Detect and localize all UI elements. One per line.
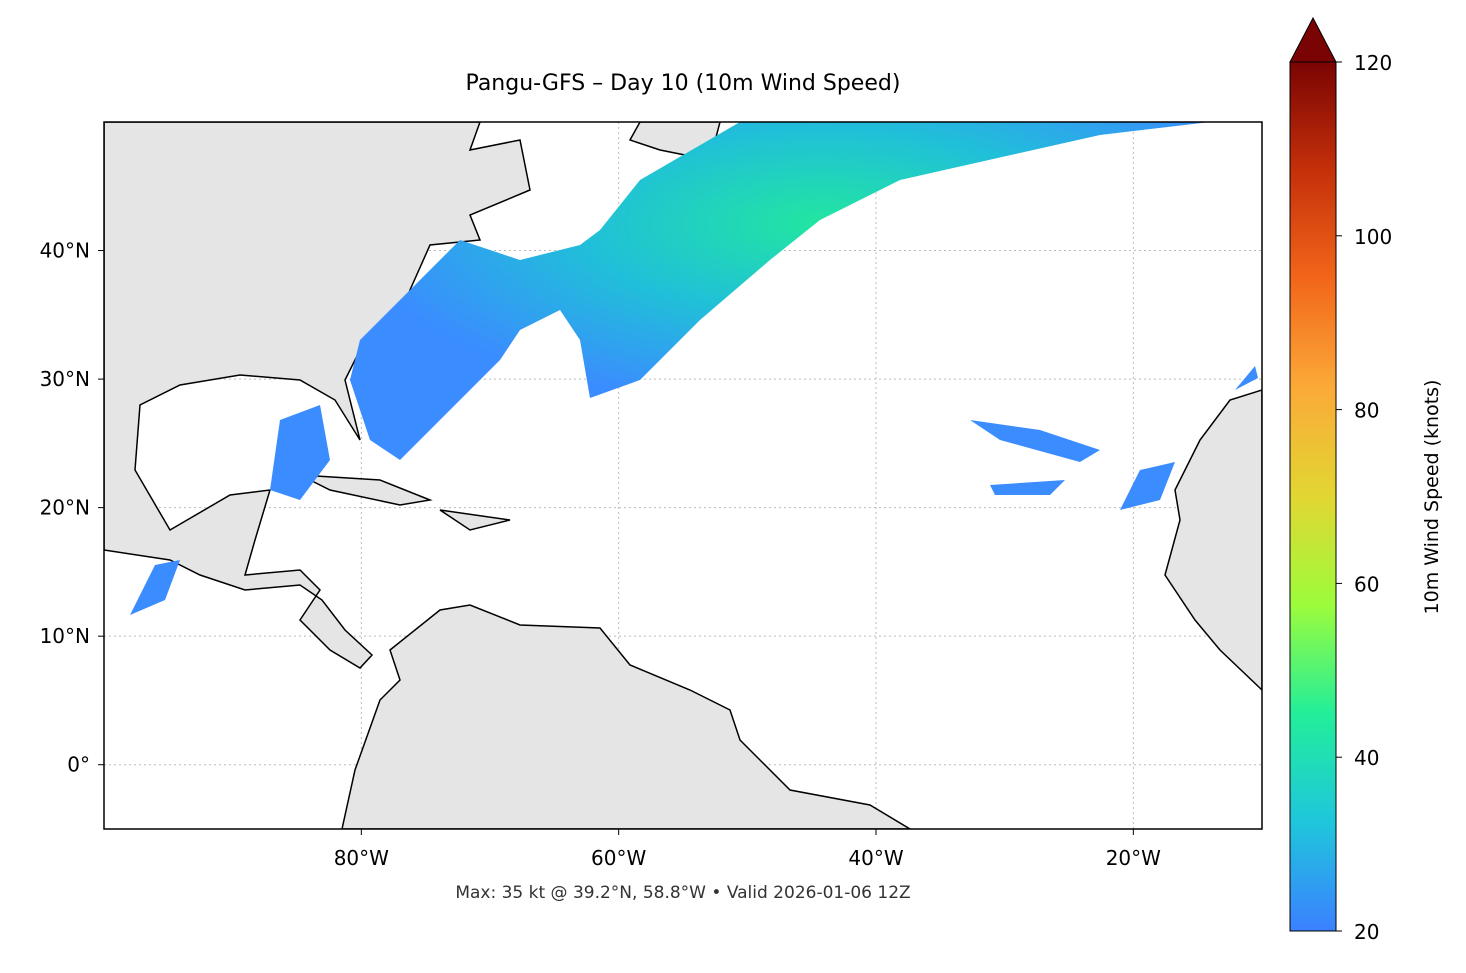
colorbar-label: 10m Wind Speed (knots) bbox=[1421, 380, 1443, 615]
map-frame bbox=[103, 121, 1263, 830]
colorbar-tick-label: 40 bbox=[1354, 746, 1379, 770]
x-tick-label: 40°W bbox=[848, 846, 903, 870]
south-america bbox=[341, 604, 912, 829]
wind-field bbox=[970, 420, 1100, 462]
wind-field bbox=[990, 480, 1065, 495]
north-america bbox=[104, 122, 531, 669]
y-tick-label: 30°N bbox=[40, 367, 90, 391]
chart-title: Pangu-GFS – Day 10 (10m Wind Speed) bbox=[466, 71, 901, 96]
y-tick-label: 20°N bbox=[40, 496, 90, 520]
x-tick-label: 60°W bbox=[591, 846, 646, 870]
wind-field bbox=[1120, 462, 1175, 510]
colorbar-tick-label: 120 bbox=[1354, 51, 1392, 75]
colorbar bbox=[1289, 61, 1337, 932]
y-tick-label: 40°N bbox=[40, 239, 90, 263]
hispaniola bbox=[439, 509, 511, 531]
wind-field bbox=[350, 122, 1210, 460]
wind-field bbox=[1235, 366, 1258, 390]
colorbar-tick-label: 100 bbox=[1354, 225, 1392, 249]
cuba bbox=[299, 474, 433, 506]
colorbar-tick-label: 60 bbox=[1354, 572, 1379, 596]
subtitle: Max: 35 kt @ 39.2°N, 58.8°W • Valid 2026… bbox=[455, 883, 910, 903]
colorbar-extend bbox=[1289, 16, 1337, 63]
africa bbox=[1164, 389, 1262, 692]
colorbar-tick-label: 20 bbox=[1354, 920, 1379, 944]
map-area bbox=[104, 122, 1262, 829]
wind-field bbox=[270, 405, 330, 500]
wind-field bbox=[130, 560, 180, 615]
colorbar-tick-label: 80 bbox=[1354, 399, 1379, 423]
y-tick-label: 0° bbox=[67, 753, 90, 777]
x-tick-label: 80°W bbox=[334, 846, 389, 870]
y-tick-label: 10°N bbox=[40, 624, 90, 648]
x-tick-label: 20°W bbox=[1106, 846, 1161, 870]
